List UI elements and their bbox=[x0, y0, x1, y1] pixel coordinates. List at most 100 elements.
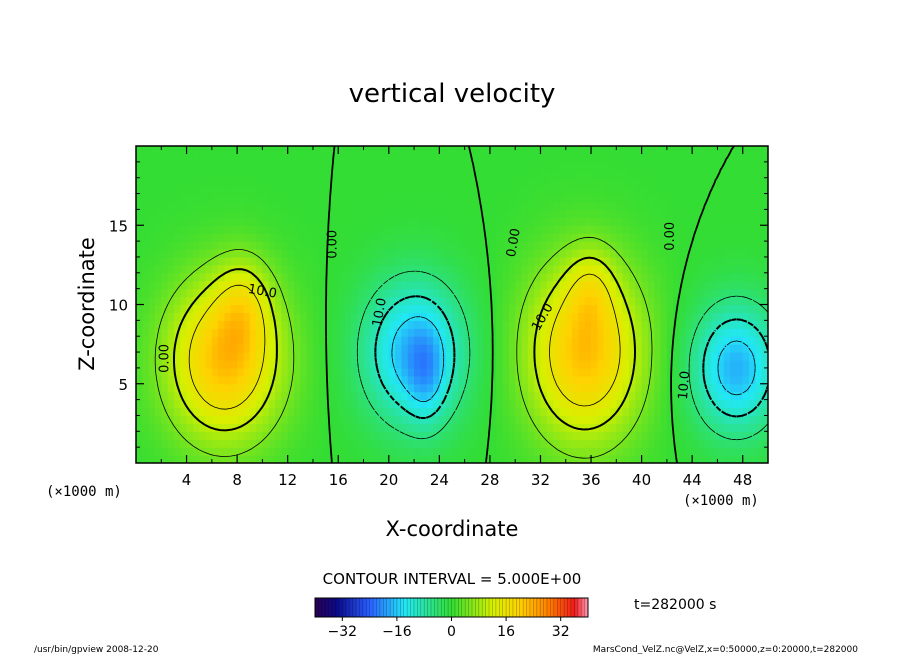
heatmap-cell bbox=[508, 177, 516, 187]
heatmap-cell bbox=[540, 296, 548, 306]
heatmap-cell bbox=[496, 241, 504, 250]
heatmap-cell bbox=[199, 193, 207, 203]
heatmap-cell bbox=[136, 336, 143, 345]
heatmap-cell bbox=[218, 312, 226, 321]
heatmap-cell bbox=[420, 423, 428, 432]
heatmap-cell bbox=[218, 256, 226, 266]
heatmap-cell bbox=[192, 217, 200, 226]
heatmap-cell bbox=[357, 233, 365, 242]
heatmap-cell bbox=[458, 209, 466, 218]
heatmap-cell bbox=[224, 169, 232, 179]
heatmap-cell bbox=[136, 193, 143, 203]
heatmap-cell bbox=[572, 185, 579, 195]
heatmap-cell bbox=[496, 320, 504, 329]
heatmap-cell bbox=[527, 288, 535, 298]
heatmap-cell bbox=[224, 391, 232, 401]
heatmap-cell bbox=[628, 280, 636, 290]
heatmap-cell bbox=[521, 177, 529, 187]
heatmap-cell bbox=[369, 217, 377, 226]
heatmap-cell bbox=[635, 185, 643, 195]
heatmap-cell bbox=[584, 209, 592, 218]
heatmap-cell bbox=[167, 359, 175, 369]
heatmap-cell bbox=[458, 272, 466, 282]
heatmap-cell bbox=[388, 288, 396, 298]
heatmap-cell bbox=[180, 367, 188, 377]
heatmap-cell bbox=[369, 359, 377, 369]
heatmap-cell bbox=[736, 320, 744, 329]
heatmap-cell bbox=[230, 415, 238, 424]
heatmap-cell bbox=[433, 225, 440, 234]
heatmap-cell bbox=[243, 201, 251, 211]
heatmap-cell bbox=[673, 359, 681, 369]
heatmap-cell bbox=[376, 344, 384, 353]
heatmap-cell bbox=[426, 153, 434, 163]
heatmap-cell bbox=[369, 233, 377, 242]
heatmap-cell bbox=[237, 336, 245, 345]
heatmap-cell bbox=[136, 439, 143, 448]
heatmap-cell bbox=[572, 169, 579, 179]
heatmap-cell bbox=[546, 241, 554, 250]
heatmap-cell bbox=[749, 447, 756, 456]
heatmap-cell bbox=[711, 280, 719, 290]
heatmap-cell bbox=[698, 415, 706, 424]
heatmap-cell bbox=[167, 209, 175, 218]
heatmap-cell bbox=[483, 225, 491, 234]
heatmap-cell bbox=[344, 169, 352, 179]
heatmap-cell bbox=[439, 233, 447, 242]
heatmap-cell bbox=[388, 280, 396, 290]
heatmap-cell bbox=[173, 233, 181, 242]
heatmap-cell bbox=[546, 177, 554, 187]
heatmap-cell bbox=[685, 217, 693, 226]
heatmap-cell bbox=[287, 423, 295, 432]
heatmap-cell bbox=[445, 201, 453, 211]
heatmap-cell bbox=[376, 161, 384, 171]
heatmap-cell bbox=[742, 241, 750, 250]
heatmap-cell bbox=[363, 383, 371, 393]
heatmap-cell bbox=[578, 359, 586, 369]
heatmap-cell bbox=[698, 375, 706, 385]
heatmap-cell bbox=[527, 193, 535, 203]
heatmap-cell bbox=[426, 185, 434, 195]
heatmap-cell bbox=[350, 225, 358, 234]
heatmap-cell bbox=[692, 209, 700, 218]
heatmap-cell bbox=[641, 391, 649, 401]
heatmap-cell bbox=[546, 225, 554, 234]
heatmap-cell bbox=[654, 233, 662, 242]
heatmap-cell bbox=[546, 153, 554, 163]
heatmap-cell bbox=[622, 280, 630, 290]
heatmap-cell bbox=[692, 328, 700, 337]
heatmap-cell bbox=[211, 256, 219, 266]
heatmap-cell bbox=[761, 383, 768, 393]
heatmap-cell bbox=[572, 288, 579, 298]
heatmap-cell bbox=[331, 146, 339, 155]
heatmap-cell bbox=[679, 161, 687, 171]
heatmap-cell bbox=[338, 256, 346, 266]
heatmap-cell bbox=[136, 233, 143, 242]
heatmap-cell bbox=[344, 209, 352, 218]
heatmap-cell bbox=[199, 153, 207, 163]
heatmap-cell bbox=[723, 304, 731, 314]
heatmap-cell bbox=[173, 320, 181, 329]
heatmap-cell bbox=[256, 399, 263, 409]
heatmap-cell bbox=[230, 256, 238, 266]
heatmap-cell bbox=[439, 296, 447, 306]
heatmap-cell bbox=[565, 177, 573, 187]
heatmap-cell bbox=[489, 399, 497, 409]
heatmap-cell bbox=[426, 225, 434, 234]
heatmap-cell bbox=[306, 153, 314, 163]
heatmap-cell bbox=[489, 383, 497, 393]
heatmap-cell bbox=[180, 399, 188, 409]
heatmap-cell bbox=[565, 146, 573, 155]
heatmap-cell bbox=[407, 383, 415, 393]
heatmap-cell bbox=[369, 201, 377, 211]
heatmap-cell bbox=[477, 367, 485, 377]
heatmap-cell bbox=[426, 415, 434, 424]
heatmap-cell bbox=[458, 288, 466, 298]
heatmap-cell bbox=[749, 383, 756, 393]
heatmap-cell bbox=[205, 272, 213, 282]
heatmap-cell bbox=[591, 304, 598, 314]
heatmap-cell bbox=[591, 359, 598, 369]
heatmap-cell bbox=[584, 153, 592, 163]
heatmap-cell bbox=[433, 320, 440, 329]
heatmap-cell bbox=[666, 146, 674, 155]
